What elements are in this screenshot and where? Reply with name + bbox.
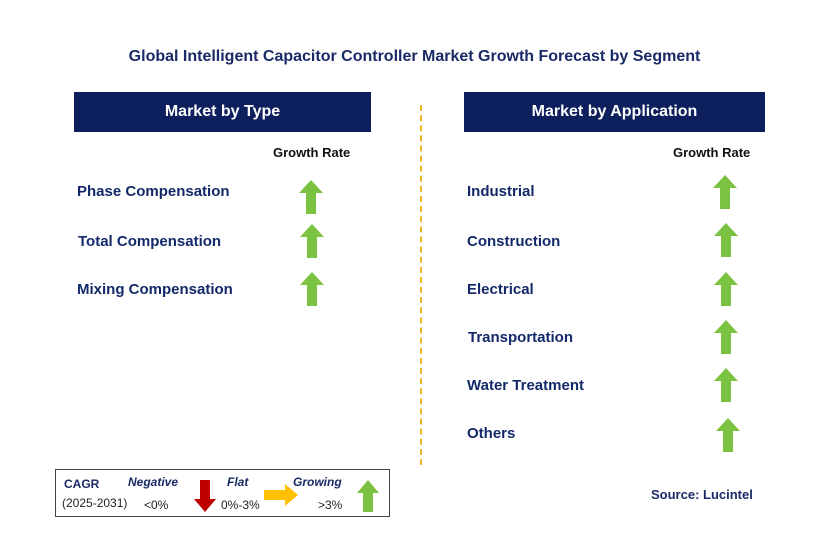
application-row-label: Water Treatment (467, 377, 584, 394)
application-row-label: Electrical (467, 281, 534, 298)
type-row-label: Phase Compensation (77, 183, 230, 200)
right-arrow-icon (264, 484, 298, 506)
up-arrow-icon (714, 223, 738, 257)
application-row-label: Industrial (467, 183, 535, 200)
up-arrow-icon (716, 418, 740, 452)
growth-rate-label-type: Growth Rate (273, 145, 351, 160)
type-row-label: Total Compensation (78, 233, 222, 250)
up-arrow-icon (714, 320, 738, 354)
up-arrow-icon (300, 272, 324, 306)
up-arrow-icon (357, 480, 379, 512)
legend-flat-label: Flat (227, 475, 249, 489)
cagr-legend: CAGR (2025-2031) Negative <0% Flat 0%-3%… (55, 469, 390, 517)
legend-flat-range: 0%-3% (221, 498, 260, 512)
up-arrow-icon (713, 175, 737, 209)
market-by-type-header: Market by Type (74, 92, 371, 132)
type-row-label: Mixing Compensation (77, 281, 233, 298)
up-arrow-icon (714, 368, 738, 402)
legend-growing-range: >3% (318, 498, 343, 512)
legend-cagr: CAGR (64, 477, 100, 491)
up-arrow-icon (300, 224, 324, 258)
growth-rate-label-application: Growth Rate (673, 145, 751, 160)
up-arrow-icon (714, 272, 738, 306)
legend-negative-label: Negative (128, 475, 179, 489)
application-row-label: Transportation (468, 329, 574, 346)
application-row-label: Others (467, 425, 516, 442)
up-arrow-icon (299, 180, 323, 214)
panel-divider (420, 105, 422, 465)
source-label: Source: Lucintel (651, 487, 753, 502)
application-row-label: Construction (467, 233, 561, 250)
legend-period: (2025-2031) (62, 496, 128, 510)
legend-growing-label: Growing (293, 475, 342, 489)
down-arrow-icon (194, 480, 216, 512)
market-by-application-header: Market by Application (464, 92, 765, 132)
page-title: Global Intelligent Capacitor Controller … (128, 48, 701, 65)
legend-negative-range: <0% (144, 498, 169, 512)
